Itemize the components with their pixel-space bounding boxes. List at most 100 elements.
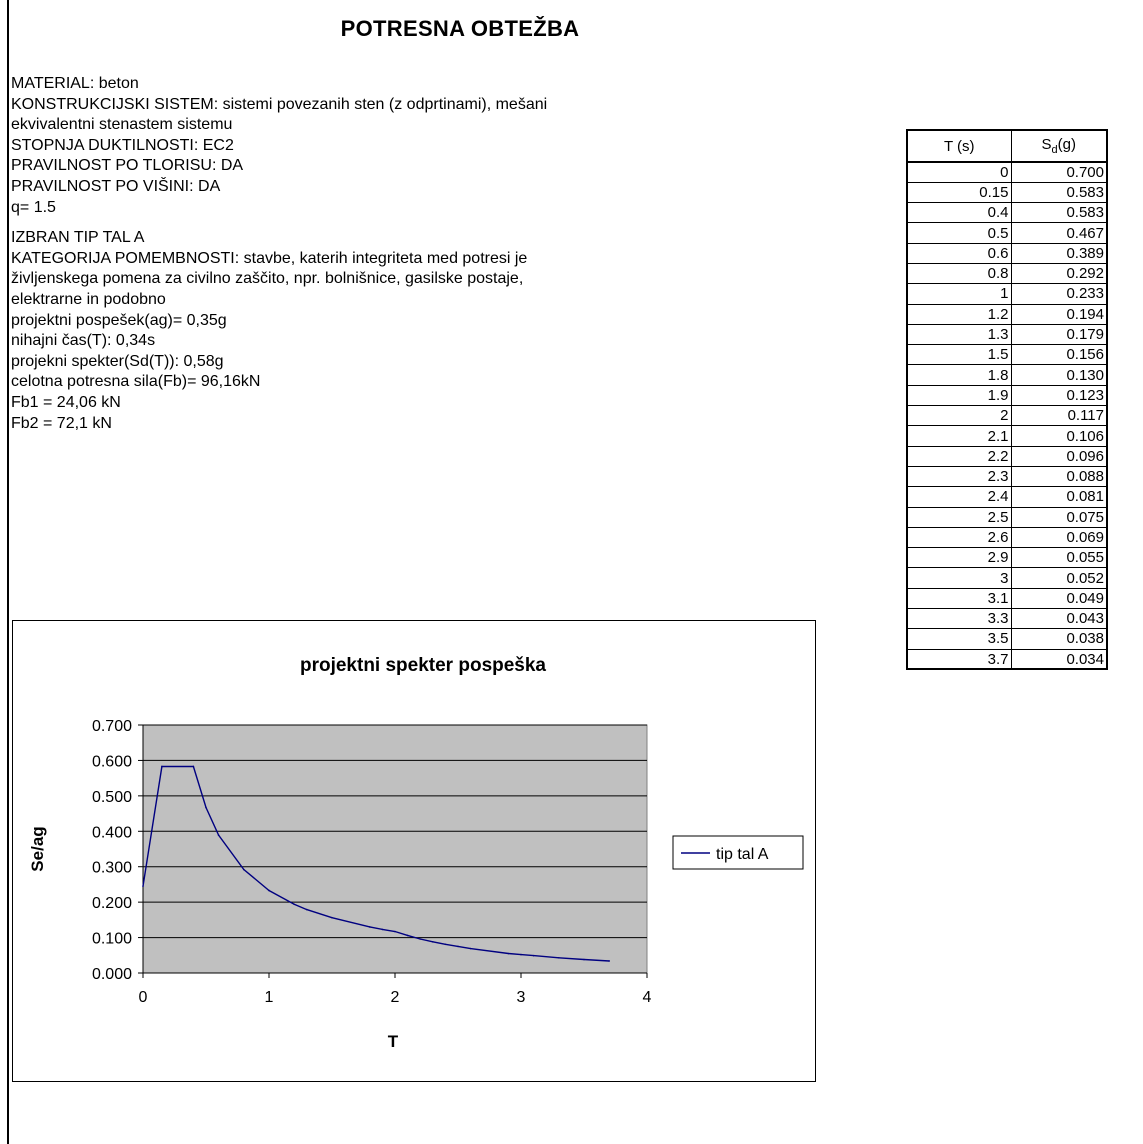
table-cell-sd: 0.123 [1010, 384, 1108, 407]
table-cell-t: 2.3 [906, 465, 1012, 488]
table-row: 1.8 0.130 [906, 364, 1108, 386]
table-cell-sd: 0.389 [1010, 242, 1108, 264]
chart-title: projektni spekter pospeška [300, 655, 546, 676]
data-point [532, 954, 535, 957]
text-line-ductility: STOPNJA DUKTILNOSTI: EC2 [11, 136, 234, 154]
table-row: 2.3 0.088 [906, 465, 1108, 488]
table-cell-t: 1.5 [906, 344, 1012, 366]
table-cell-sd: 0.034 [1010, 648, 1108, 670]
sheet-left-border [7, 0, 9, 1144]
plot-area [142, 724, 648, 974]
table-header-sd-sub: d [1051, 144, 1058, 156]
data-point [243, 868, 245, 871]
table-cell-t: 2.2 [906, 445, 1012, 467]
x-tick-label: 4 [643, 989, 652, 1006]
data-point [432, 941, 434, 943]
y-tick-label: 0.600 [92, 753, 132, 770]
x-tick-label: 0 [139, 989, 148, 1006]
text-line-importance-end: elektrarne in podobno [11, 290, 166, 308]
y-tick-label: 0.700 [92, 718, 132, 735]
text-line-system: KONSTRUKCIJSKI SISTEM: sistemi povezanih… [11, 95, 548, 113]
table-cell-t: 2.9 [906, 547, 1012, 569]
text-line-period: nihajni čas(T): 0,34s [11, 332, 156, 350]
data-point [608, 960, 610, 962]
table-cell-sd: 0.043 [1010, 608, 1108, 630]
table-cell-t: 0 [906, 161, 1012, 183]
text-line-material: MATERIAL: beton [11, 75, 139, 92]
table-row: 3.5 0.038 [906, 628, 1108, 650]
table-row: 0 0.700 [906, 161, 1108, 183]
table-cell-t: 3.3 [906, 608, 1012, 630]
table-cell-t: 1.8 [906, 364, 1012, 386]
data-point [469, 947, 472, 950]
legend-label: tip tal A [716, 846, 769, 863]
x-tick-label: 1 [265, 989, 274, 1006]
table-cell-t: 3 [906, 567, 1012, 589]
table-header-t: T (s) [906, 129, 1012, 163]
table-cell-sd: 0.069 [1010, 526, 1108, 549]
table-header-row: T (s) Sd(g) [906, 129, 1108, 163]
data-point [331, 916, 333, 919]
table-cell-sd: 0.055 [1010, 547, 1108, 569]
text-line-plan-regularity: PRAVILNOST PO TLORISU: DA [11, 157, 244, 175]
table-row: 1 0.233 [906, 283, 1108, 305]
table-body: 0 0.700 0.15 0.583 0.4 0.583 0.5 0.467 0.6 0.389 0… [906, 161, 1108, 670]
table-cell-sd: 0.583 [1010, 181, 1108, 204]
data-point [161, 765, 163, 768]
data-point [394, 930, 396, 933]
data-point [583, 958, 585, 961]
table-row: 2 0.117 [906, 405, 1108, 427]
table-row: 2.2 0.096 [906, 445, 1108, 467]
table-cell-t: 2.6 [906, 526, 1012, 549]
data-point [306, 908, 308, 911]
table-cell-t: 0.15 [906, 181, 1012, 204]
table-cell-t: 2.5 [906, 506, 1012, 528]
text-line-spectrum: projekni spekter(Sd(T)): 0,58g [11, 352, 224, 370]
text-gap [11, 218, 711, 228]
spectrum-chart: projektni spekter pospeška 0.000 0.100 0.20… [28, 655, 804, 1051]
table-row: 2.4 0.081 [906, 486, 1108, 508]
data-point [419, 938, 422, 940]
y-tick-label: 0.300 [92, 860, 132, 877]
table-cell-sd: 0.088 [1010, 465, 1108, 488]
table-cell-t: 2.1 [906, 425, 1012, 447]
data-point [369, 926, 371, 928]
table-row: 0.4 0.583 [906, 202, 1108, 224]
table-header-sd-tail: (g) [1057, 136, 1076, 153]
table-cell-sd: 0.467 [1010, 222, 1108, 244]
table-cell-sd: 0.117 [1010, 405, 1108, 427]
table-cell-sd: 0.292 [1010, 262, 1108, 285]
page-title: POTRESNA OBTEŽBA [340, 16, 580, 41]
table-cell-sd: 0.075 [1010, 506, 1108, 528]
table-cell-sd: 0.700 [1010, 161, 1108, 183]
table-row: 1.2 0.194 [906, 303, 1108, 325]
table-cell-sd: 0.194 [1010, 303, 1108, 325]
table-cell-t: 0.6 [906, 242, 1012, 264]
table-cell-sd: 0.130 [1010, 364, 1108, 386]
table-cell-t: 0.8 [906, 262, 1012, 285]
text-line-soil: IZBRAN TIP TAL A [11, 229, 145, 247]
table-cell-t: 3.5 [906, 628, 1012, 650]
data-point [507, 952, 510, 955]
text-line-importance: KATEGORIJA POMEMBNOSTI: stavbe, katerih … [11, 249, 528, 267]
table-cell-t: 2 [906, 405, 1012, 427]
data-point [205, 806, 207, 809]
table-cell-sd: 0.156 [1010, 344, 1108, 366]
y-tick-label: 0.200 [92, 895, 132, 912]
table-row: 2.6 0.069 [906, 526, 1108, 549]
data-point [217, 834, 220, 836]
x-tick-label: 2 [391, 989, 400, 1006]
table-row: 2.5 0.075 [906, 506, 1108, 528]
table-row: 2.9 0.055 [906, 547, 1108, 569]
text-line-system-cont: ekvivalentni stenastem sistemu [11, 116, 233, 134]
data-point [142, 885, 144, 887]
data-point [268, 889, 270, 892]
data-point [406, 934, 409, 937]
table-row: 0.8 0.292 [906, 262, 1108, 285]
x-tick-label: 3 [517, 989, 526, 1006]
table-cell-t: 0.5 [906, 222, 1012, 244]
table-row: 0.15 0.583 [906, 181, 1108, 204]
table-row: 0.5 0.467 [906, 222, 1108, 244]
data-point [381, 928, 384, 931]
